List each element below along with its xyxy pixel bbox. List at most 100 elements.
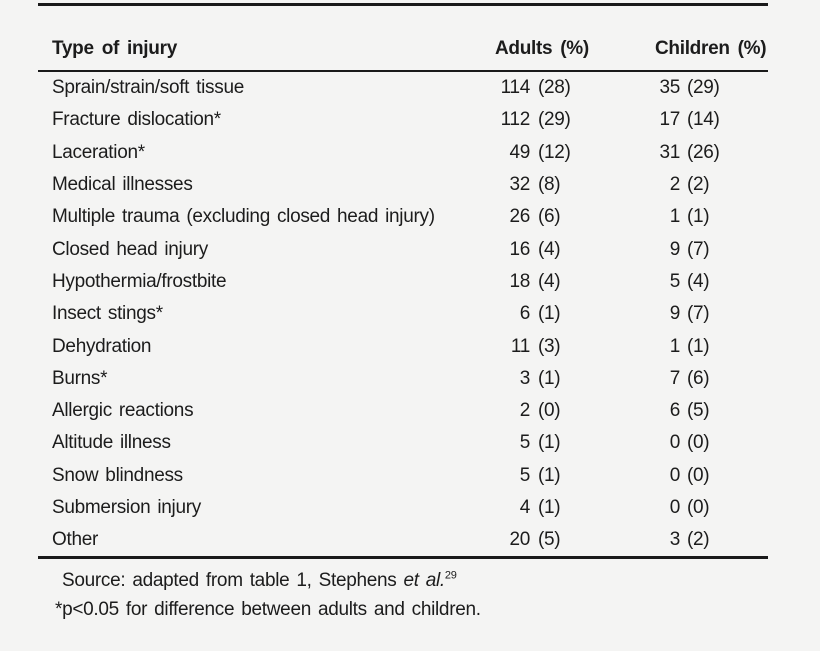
adults-percent: (3) — [538, 335, 561, 357]
injury-type-cell: Allergic reactions — [52, 400, 194, 422]
adults-count: 114 — [500, 77, 531, 99]
injury-type-cell: Multiple trauma (excluding closed head i… — [52, 206, 435, 228]
table-row: Fracture dislocation* 112 (29) 17 (14) — [38, 104, 768, 136]
adults-percent: (8) — [538, 174, 561, 196]
children-count: 9 — [669, 303, 681, 325]
children-count: 2 — [669, 174, 681, 196]
source-note-etal: et al. — [403, 570, 445, 592]
adults-count: 32 — [509, 174, 530, 196]
children-percent: (2) — [687, 529, 710, 551]
adults-count: 26 — [509, 206, 530, 228]
table-row: Altitude illness 5 (1) 0 (0) — [38, 427, 768, 459]
children-count: 5 — [669, 270, 681, 292]
table-row: Insect stings* 6 (1) 9 (7) — [38, 298, 768, 330]
children-count: 17 — [659, 109, 680, 131]
table-row: Dehydration 11 (3) 1 (1) — [38, 330, 768, 362]
children-percent: (0) — [687, 464, 710, 486]
children-count: 6 — [669, 400, 681, 422]
injury-type-cell: Burns* — [52, 367, 108, 389]
children-percent: (1) — [687, 335, 710, 357]
adults-percent: (29) — [538, 109, 571, 131]
adults-percent: (28) — [538, 77, 571, 99]
table-row: Submersion injury 4 (1) 0 (0) — [38, 492, 768, 524]
injury-type-cell: Sprain/strain/soft tissue — [52, 77, 244, 99]
injury-type-cell: Snow blindness — [52, 464, 183, 486]
table-footnotes: Source: adapted from table 1, Stephens e… — [38, 566, 768, 624]
column-header-adults: Adults (%) — [495, 38, 589, 59]
children-percent: (2) — [687, 174, 710, 196]
adults-percent: (1) — [538, 367, 561, 389]
children-percent: (7) — [687, 238, 710, 260]
table-row: Burns* 3 (1) 7 (6) — [38, 363, 768, 395]
significance-note: *p<0.05 for difference between adults an… — [55, 599, 481, 621]
injury-type-cell: Dehydration — [52, 335, 152, 357]
source-note: Source: adapted from table 1, Stephens e… — [38, 566, 768, 595]
adults-count: 11 — [510, 335, 530, 357]
column-header-children: Children (%) — [655, 38, 767, 59]
adults-count: 16 — [509, 238, 530, 260]
adults-percent: (6) — [538, 206, 561, 228]
table-row: Other 20 (5) 3 (2) — [38, 524, 768, 556]
injury-type-cell: Fracture dislocation* — [52, 109, 221, 131]
adults-percent: (1) — [538, 303, 561, 325]
injury-type-cell: Medical illnesses — [52, 174, 193, 196]
header-rule — [38, 70, 768, 72]
adults-percent: (4) — [538, 270, 561, 292]
table-row: Laceration* 49 (12) 31 (26) — [38, 137, 768, 169]
table-row: Multiple trauma (excluding closed head i… — [38, 201, 768, 233]
adults-count: 49 — [509, 141, 530, 163]
children-count: 9 — [669, 238, 681, 260]
children-percent: (0) — [687, 432, 710, 454]
bottom-rule — [38, 556, 768, 560]
children-count: 0 — [669, 497, 681, 518]
children-count: 0 — [669, 432, 681, 454]
source-reference-number: 29 — [444, 570, 457, 583]
table-header-row: Type of injury Adults (%) Children (%) — [38, 6, 768, 70]
injury-type-cell: Other — [52, 529, 99, 551]
children-percent: (1) — [687, 206, 710, 228]
table-body: Sprain/strain/soft tissue 114 (28) 35 (2… — [38, 72, 768, 556]
adults-percent: (1) — [538, 464, 561, 486]
top-rule — [38, 3, 768, 6]
injury-type-cell: Closed head injury — [52, 238, 208, 260]
children-percent: (0) — [687, 497, 710, 518]
adults-percent: (12) — [538, 141, 571, 163]
injury-type-cell: Altitude illness — [52, 432, 171, 454]
adults-percent: (0) — [538, 400, 561, 422]
children-count: 1 — [669, 335, 681, 357]
injury-type-cell: Submersion injury — [52, 497, 201, 518]
children-count: 31 — [659, 141, 680, 163]
children-percent: (26) — [687, 141, 720, 163]
children-count: 35 — [659, 77, 680, 99]
adults-percent: (1) — [538, 432, 561, 454]
injury-type-cell: Hypothermia/frostbite — [52, 270, 227, 292]
adults-count: 112 — [500, 109, 531, 131]
children-count: 3 — [669, 529, 681, 551]
adults-count: 5 — [519, 432, 531, 454]
adults-count: 5 — [519, 464, 531, 486]
adults-count: 20 — [509, 529, 530, 551]
children-percent: (6) — [687, 367, 710, 389]
children-percent: (14) — [687, 109, 720, 131]
adults-percent: (1) — [538, 497, 561, 518]
adults-percent: (5) — [538, 529, 561, 551]
adults-count: 6 — [519, 303, 531, 325]
table-row: Sprain/strain/soft tissue 114 (28) 35 (2… — [38, 72, 768, 104]
children-percent: (4) — [687, 270, 710, 292]
injury-type-cell: Laceration* — [52, 141, 145, 163]
injury-table: Type of injury Adults (%) Children (%) S… — [38, 3, 768, 624]
table-row: Hypothermia/frostbite 18 (4) 5 (4) — [38, 266, 768, 298]
column-header-type-of-injury: Type of injury — [52, 38, 177, 59]
table-row: Medical illnesses 32 (8) 2 (2) — [38, 169, 768, 201]
children-percent: (5) — [687, 400, 710, 422]
adults-percent: (4) — [538, 238, 561, 260]
children-count: 0 — [669, 464, 681, 486]
adults-count: 2 — [519, 400, 531, 422]
adults-count: 18 — [509, 270, 530, 292]
adults-count: 4 — [519, 497, 531, 518]
source-note-text: Source: adapted from table 1, Stephens — [62, 570, 404, 592]
table-row: Allergic reactions 2 (0) 6 (5) — [38, 395, 768, 427]
table-row: Closed head injury 16 (4) 9 (7) — [38, 233, 768, 265]
adults-count: 3 — [519, 367, 531, 389]
children-percent: (7) — [687, 303, 710, 325]
